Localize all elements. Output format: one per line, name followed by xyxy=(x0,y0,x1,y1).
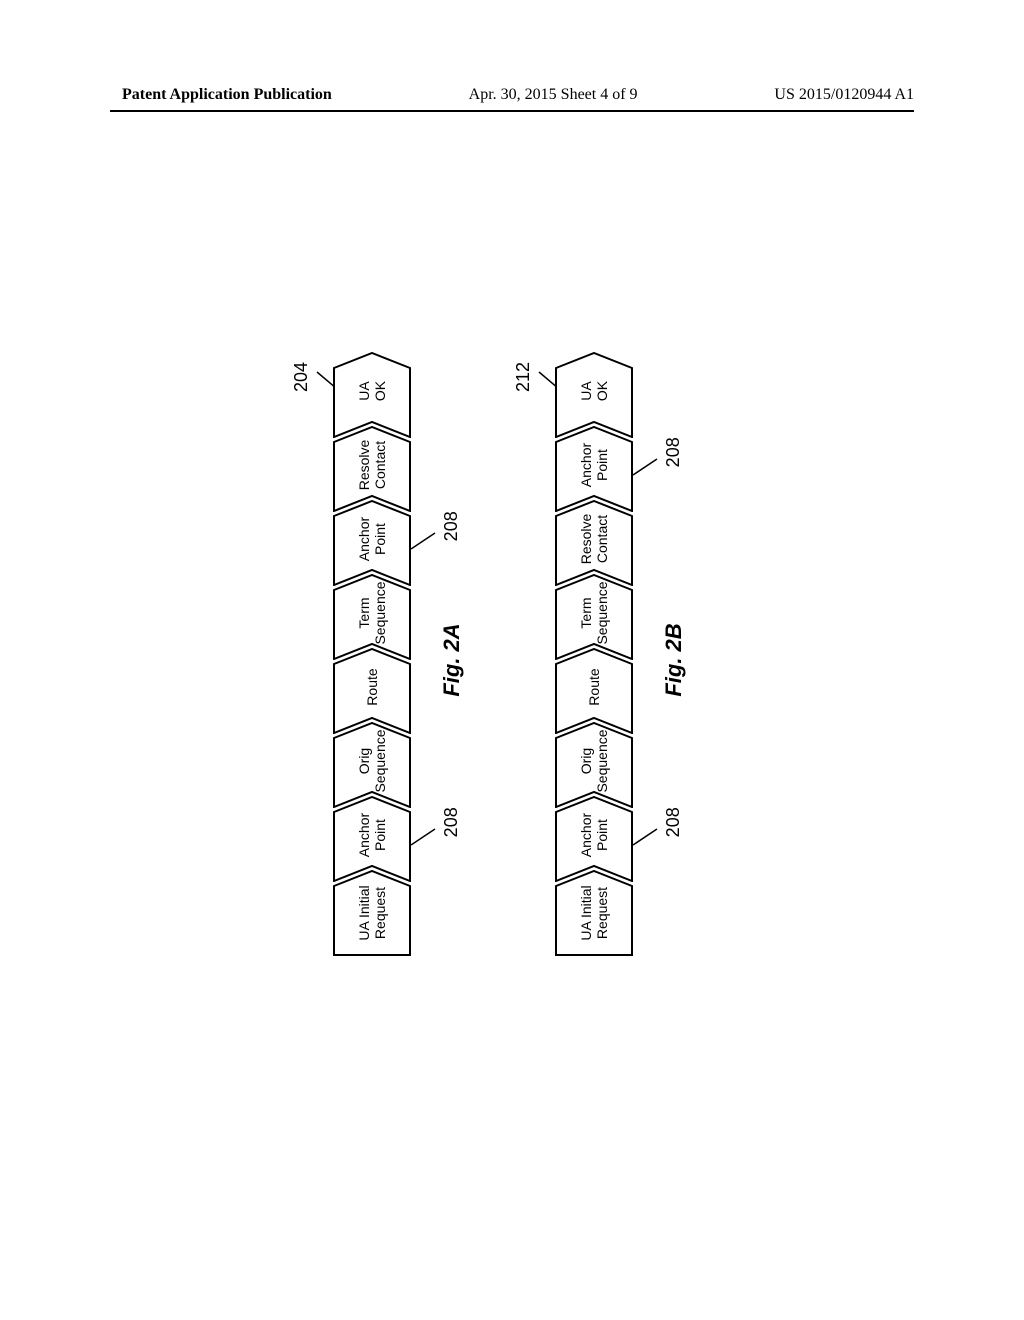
flow-step: UAOK xyxy=(333,352,411,438)
flow-step-label: TermSequence xyxy=(333,574,411,660)
flow-step-label: TermSequence xyxy=(555,574,633,660)
header-left: Patent Application Publication xyxy=(122,86,332,104)
figure-2a-label: Fig. 2A xyxy=(439,364,465,956)
figure-2b-steps: UA InitialRequestAnchorPointOrigSequence… xyxy=(555,364,633,956)
anchor-ref-number: 208 xyxy=(663,807,684,837)
flow-step: OrigSequence xyxy=(555,722,633,808)
flow-step-label: UAOK xyxy=(333,352,411,438)
flow-step: UAOK xyxy=(555,352,633,438)
flow-step-label: UA InitialRequest xyxy=(333,870,411,956)
figure-2a: 204 UA InitialRequestAnchorPointOrigSequ… xyxy=(333,364,465,956)
flow-step: OrigSequence xyxy=(333,722,411,808)
flow-step-label: UA InitialRequest xyxy=(555,870,633,956)
flow-step: UA InitialRequest xyxy=(555,870,633,956)
flow-step-label: AnchorPoint xyxy=(333,796,411,882)
anchor-ref-leader xyxy=(633,821,665,849)
flow-step: AnchorPoint xyxy=(333,796,411,882)
flow-step-label: Route xyxy=(555,648,633,734)
flow-step: TermSequence xyxy=(333,574,411,660)
header-right: US 2015/0120944 A1 xyxy=(774,86,914,104)
flow-step-label: OrigSequence xyxy=(333,722,411,808)
page-header: Patent Application Publication Apr. 30, … xyxy=(0,86,1024,104)
flow-step: Route xyxy=(555,648,633,734)
figure-2a-steps: UA InitialRequestAnchorPointOrigSequence… xyxy=(333,364,411,956)
flow-step: Route xyxy=(333,648,411,734)
flow-step: TermSequence xyxy=(555,574,633,660)
figure-2b: 212 UA InitialRequestAnchorPointOrigSequ… xyxy=(555,364,687,956)
flow-step-label: OrigSequence xyxy=(555,722,633,808)
anchor-ref-leader xyxy=(411,821,443,849)
flow-step-label: UAOK xyxy=(555,352,633,438)
flow-step: ResolveContact xyxy=(333,426,411,512)
flow-step-label: AnchorPoint xyxy=(555,796,633,882)
flow-step-label: AnchorPoint xyxy=(555,426,633,512)
anchor-ref-leader xyxy=(633,451,665,479)
flow-step-label: ResolveContact xyxy=(555,500,633,586)
header-mid: Apr. 30, 2015 Sheet 4 of 9 xyxy=(469,86,638,104)
header-rule xyxy=(110,110,914,112)
anchor-ref-number: 208 xyxy=(441,807,462,837)
flow-step-label: Route xyxy=(333,648,411,734)
anchor-ref-number: 208 xyxy=(663,437,684,467)
flow-step: AnchorPoint xyxy=(333,500,411,586)
anchor-ref-number: 208 xyxy=(441,511,462,541)
flow-step: AnchorPoint xyxy=(555,426,633,512)
flow-step-label: ResolveContact xyxy=(333,426,411,512)
flow-step: UA InitialRequest xyxy=(333,870,411,956)
anchor-ref-leader xyxy=(411,525,443,553)
flow-step: ResolveContact xyxy=(555,500,633,586)
figure-container: 204 UA InitialRequestAnchorPointOrigSequ… xyxy=(333,364,687,956)
flow-step-label: AnchorPoint xyxy=(333,500,411,586)
flow-step: AnchorPoint xyxy=(555,796,633,882)
